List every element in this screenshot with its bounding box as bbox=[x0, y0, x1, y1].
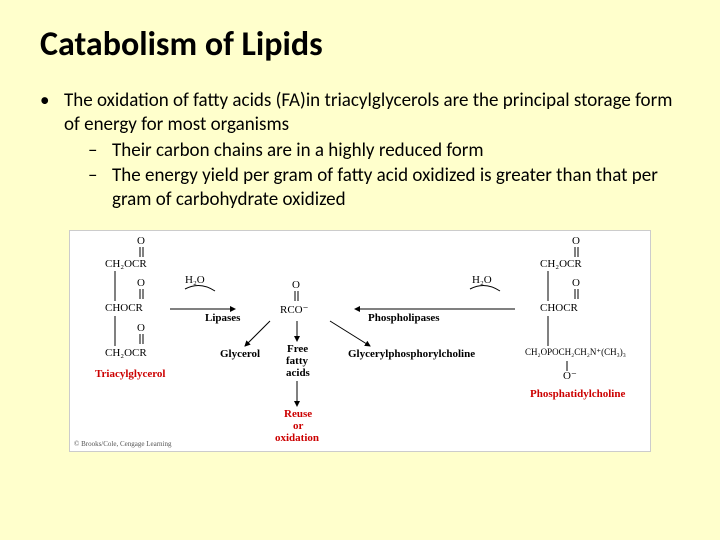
chem-chocr: CHOCR bbox=[105, 303, 143, 314]
diagram-container: O CH₂OCR O CHOCR O CH₂OCR Triacylglycero… bbox=[40, 230, 680, 452]
label-fatty: fatty bbox=[286, 356, 308, 367]
chem-ch2ocr: CH₂OCR bbox=[105, 259, 147, 270]
lipid-diagram: O CH₂OCR O CHOCR O CH₂OCR Triacylglycero… bbox=[69, 230, 651, 452]
label-acids: acids bbox=[286, 368, 310, 379]
chem-rcoo: RCO⁻ bbox=[280, 305, 308, 316]
bullet-marker: • bbox=[40, 89, 64, 137]
bullet-marker: – bbox=[88, 139, 112, 163]
label-reuse: Reuse bbox=[284, 409, 312, 420]
label-h2o: H₂O bbox=[472, 275, 492, 286]
label-oxidation: oxidation bbox=[275, 433, 319, 444]
bullet-text: The energy yield per gram of fatty acid … bbox=[112, 164, 680, 212]
copyright-text: © Brooks/Cole, Cengage Learning bbox=[74, 440, 171, 448]
bullet-level2: – The energy yield per gram of fatty aci… bbox=[88, 164, 680, 212]
bullet-level2: – Their carbon chains are in a highly re… bbox=[88, 139, 680, 163]
chem-o: O bbox=[137, 323, 145, 334]
chem-o: O bbox=[137, 236, 145, 247]
label-glycerylpc: Glycerylphosphorylcholine bbox=[348, 349, 475, 360]
label-or: or bbox=[293, 421, 303, 432]
chem-ominus: O⁻ bbox=[563, 371, 577, 382]
chem-ch2ocr: CH₂OCR bbox=[105, 348, 147, 359]
chem-phosphate: CH₂OPOCH₂CH₂N⁺(CH₃)₃ bbox=[525, 348, 626, 357]
chem-ch2ocr: CH₂OCR bbox=[540, 259, 582, 270]
bullet-marker: – bbox=[88, 164, 112, 212]
slide-title: Catabolism of Lipids bbox=[40, 24, 680, 65]
bullet-text: The oxidation of fatty acids (FA)in tria… bbox=[64, 89, 680, 137]
chem-o: O bbox=[137, 278, 145, 289]
label-free: Free bbox=[287, 344, 308, 355]
bullet-list: • The oxidation of fatty acids (FA)in tr… bbox=[40, 89, 680, 212]
bullet-level1: • The oxidation of fatty acids (FA)in tr… bbox=[40, 89, 680, 137]
label-lipases: Lipases bbox=[205, 313, 240, 324]
bullet-text: Their carbon chains are in a highly redu… bbox=[112, 139, 680, 163]
label-phospholipases: Phospholipases bbox=[368, 313, 440, 324]
label-h2o: H₂O bbox=[185, 275, 205, 286]
label-glycerol: Glycerol bbox=[220, 349, 260, 360]
label-phosphatidylcholine: Phosphatidylcholine bbox=[530, 389, 625, 400]
label-triacylglycerol: Triacylglycerol bbox=[95, 369, 165, 380]
chem-o: O bbox=[572, 236, 580, 247]
chem-o: O bbox=[292, 280, 300, 291]
chem-chocr: CHOCR bbox=[540, 303, 578, 314]
chem-o: O bbox=[572, 278, 580, 289]
